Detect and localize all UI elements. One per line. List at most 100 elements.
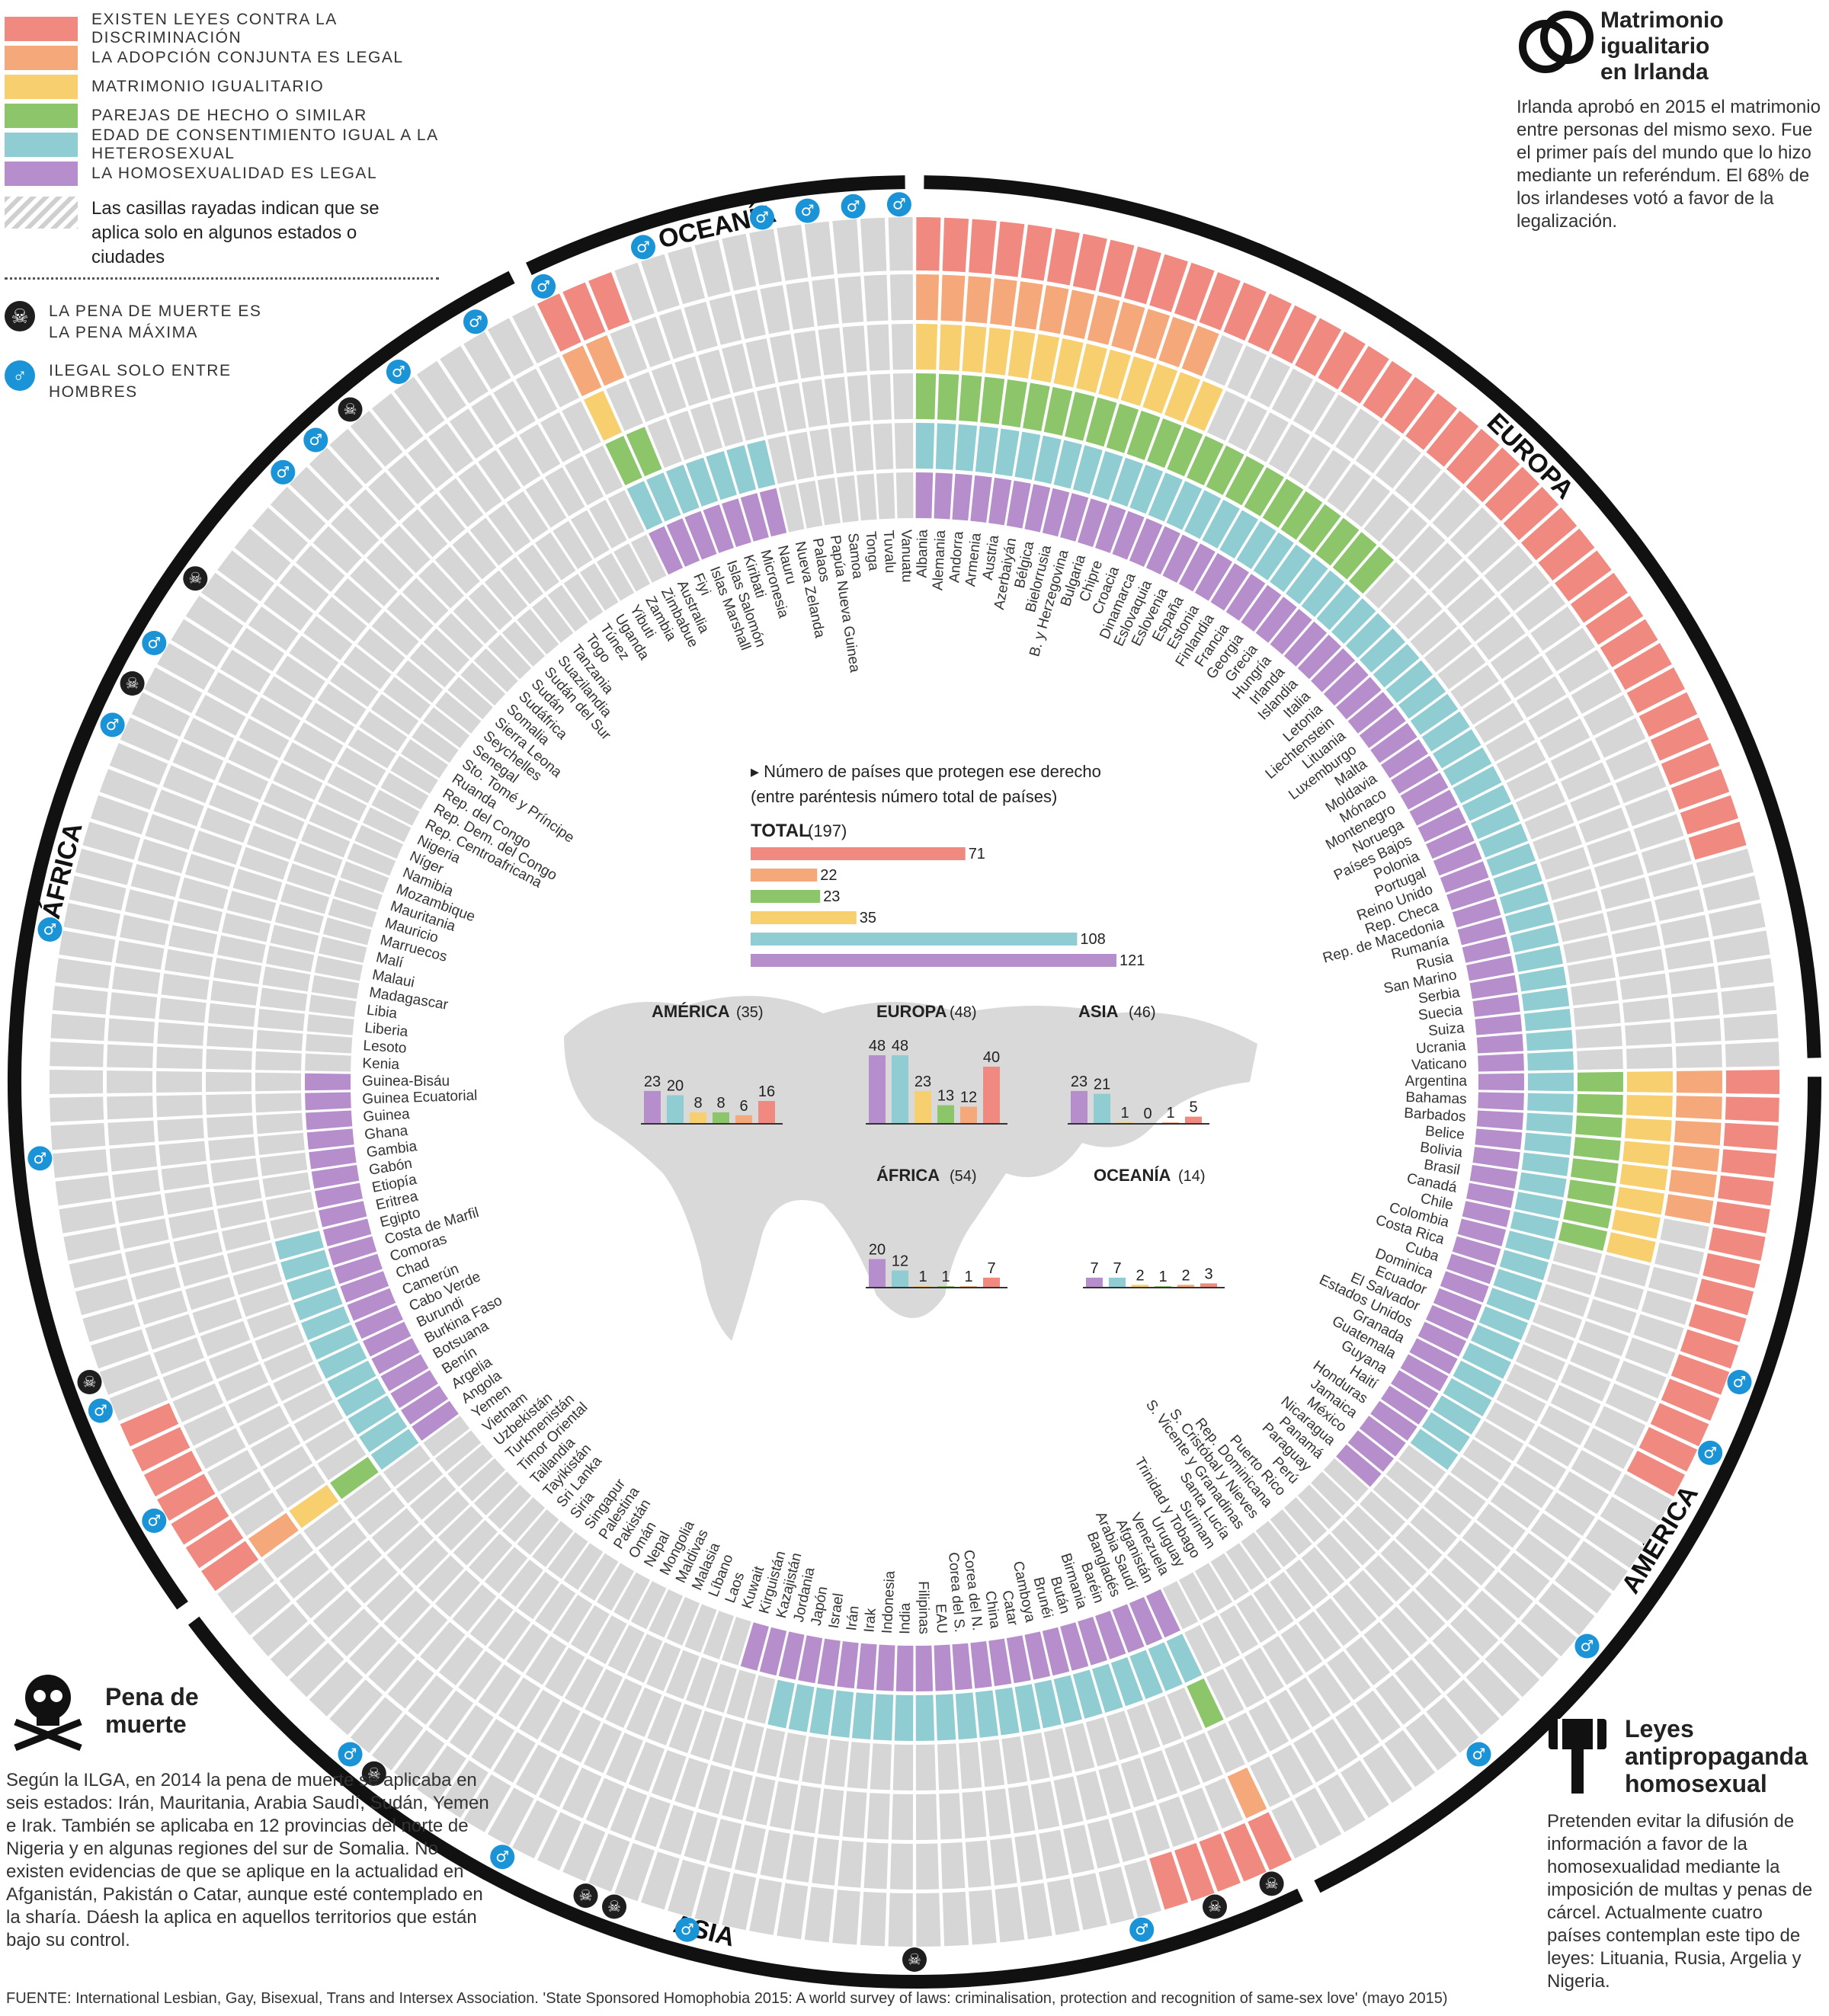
- country-cell: [1194, 552, 1233, 601]
- country-cell: [270, 1623, 326, 1678]
- country-cell: [745, 338, 776, 388]
- svg-text:♂: ♂: [344, 1745, 357, 1763]
- male-symbol-icon: ♂: [1466, 1742, 1491, 1767]
- country-cell: [1149, 1851, 1188, 1910]
- country-cell: [157, 643, 216, 690]
- country-cell: [1135, 309, 1171, 360]
- country-cell: [318, 785, 367, 821]
- country-cell: [628, 1742, 665, 1792]
- svg-text:☠: ☠: [607, 1897, 621, 1915]
- country-cell: [1552, 891, 1603, 921]
- country-cell: [1356, 423, 1401, 474]
- legend-illegal-men: ♂ ILEGAL SOLO ENTRE HOMBRES: [5, 360, 439, 403]
- country-cell: [226, 891, 277, 921]
- country-cell: [280, 883, 330, 914]
- country-cell: [1605, 741, 1657, 781]
- country-cell: [1210, 1553, 1249, 1601]
- country-cell: [515, 1744, 558, 1796]
- total-count: (197): [808, 821, 847, 840]
- country-cell: [965, 276, 991, 324]
- country-cell: [809, 1687, 834, 1736]
- legend-swatch: [5, 162, 78, 186]
- country-cell: [779, 1733, 806, 1781]
- country-cell: [109, 992, 158, 1019]
- country-cell: [1713, 930, 1770, 963]
- country-cell: [1248, 293, 1292, 352]
- country-cell: [221, 1221, 271, 1251]
- country-cell: [1126, 1704, 1161, 1753]
- country-cell: [1606, 901, 1656, 932]
- country-cell: [916, 1893, 941, 1947]
- country-label: Alemania: [930, 530, 949, 591]
- country-cell: [626, 1687, 662, 1737]
- country-cell: [1398, 1590, 1446, 1639]
- country-cell: [1524, 1132, 1571, 1155]
- country-cell: [706, 1663, 737, 1713]
- region-bar-label: 1: [1120, 1105, 1129, 1122]
- country-cell: [674, 1758, 709, 1808]
- country-cell: [59, 930, 116, 963]
- country-cell: [1446, 879, 1495, 910]
- legend-divider: [5, 277, 439, 280]
- country-cell: [1626, 1451, 1685, 1497]
- country-cell: [1446, 1540, 1495, 1586]
- country-cell: [172, 741, 224, 781]
- country-cell: [1370, 723, 1417, 763]
- country-cell: [208, 1003, 256, 1027]
- country-cell: [686, 457, 719, 507]
- country-cell: [837, 475, 859, 523]
- country-cell: [1533, 825, 1583, 860]
- country-cell: [168, 925, 218, 955]
- country-cell: [1181, 1787, 1219, 1838]
- country-label: Barbados: [1404, 1106, 1467, 1125]
- region-bar-label: 2: [1181, 1267, 1190, 1284]
- country-cell: [311, 974, 360, 999]
- country-cell: [1558, 1471, 1610, 1515]
- country-cell: [847, 375, 870, 422]
- country-cell: [402, 509, 448, 558]
- country-cell: [1167, 427, 1203, 477]
- country-cell: [370, 693, 419, 735]
- country-cell: [266, 1192, 315, 1218]
- country-cell: [1244, 467, 1284, 517]
- country-cell: [156, 1095, 203, 1118]
- country-cell: [251, 1603, 308, 1656]
- svg-text:♂: ♂: [392, 363, 405, 381]
- illegal-men-label: ILEGAL SOLO ENTRE HOMBRES: [49, 362, 232, 401]
- country-label: Kenia: [362, 1056, 400, 1074]
- country-cell: [1518, 966, 1567, 992]
- country-cell: [641, 1851, 680, 1910]
- country-cell: [359, 711, 408, 752]
- country-cell: [1505, 904, 1555, 933]
- country-cell: [423, 707, 470, 748]
- country-cell: [1585, 595, 1644, 645]
- country-cell: [1521, 987, 1570, 1012]
- country-cell: [1688, 821, 1747, 860]
- country-cell: [1558, 913, 1608, 942]
- country-cell: [200, 1320, 251, 1357]
- svg-text:♂: ♂: [1581, 1637, 1594, 1655]
- country-cell: [1046, 229, 1080, 286]
- country-cell: [588, 1833, 630, 1892]
- country-cell: [1570, 1342, 1620, 1379]
- country-cell: [210, 1158, 258, 1184]
- country-cell: [812, 278, 839, 327]
- source-note: FUENTE: International Lesbian, Gay, Bise…: [6, 1990, 1448, 2007]
- country-cell: [75, 1278, 133, 1316]
- country-cell: [1594, 718, 1646, 758]
- country-cell: [337, 747, 386, 786]
- country-cell: [270, 924, 319, 953]
- region-bar: [667, 1095, 684, 1124]
- country-cell: [1014, 1834, 1043, 1883]
- country-cell: [802, 1736, 828, 1784]
- country-cell: [1148, 472, 1183, 522]
- country-cell: [1475, 1014, 1523, 1035]
- total-bar: [751, 954, 1116, 967]
- country-cell: [501, 557, 543, 605]
- country-cell: [418, 562, 464, 609]
- country-cell: [1462, 1438, 1512, 1480]
- country-cell: [798, 480, 823, 529]
- country-cell: [440, 346, 488, 404]
- country-cell: [1112, 510, 1145, 560]
- country-cell: [350, 1557, 398, 1604]
